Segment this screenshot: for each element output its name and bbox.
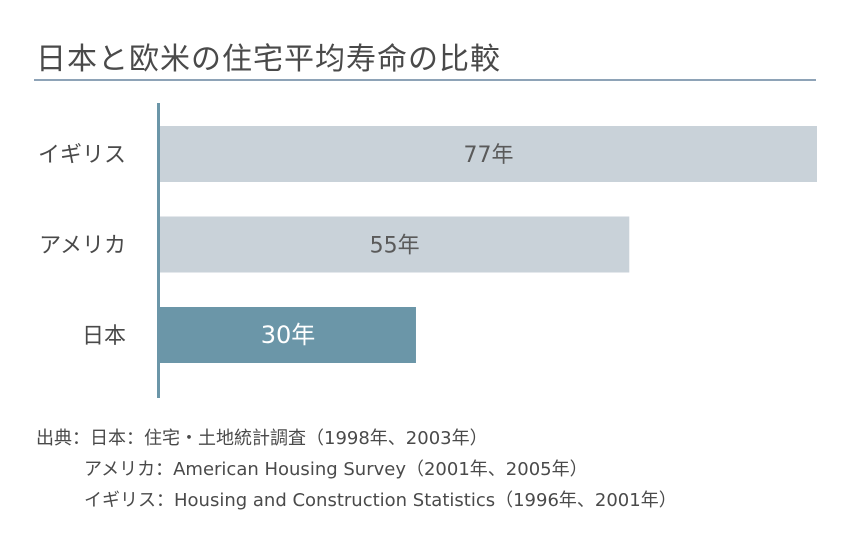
source-line-japan: 出典：日本：住宅・土地統計調査（1998年、2003年）: [36, 428, 488, 449]
bar-value-label-2: 30年: [261, 321, 316, 349]
source-line-uk: イギリス：Housing and Construction Statistics…: [84, 490, 677, 511]
bar-value-label-1: 55年: [370, 234, 420, 259]
source-line-usa: アメリカ：American Housing Survey（2001年、2005年…: [84, 459, 588, 480]
y-axis-line: [157, 103, 160, 398]
category-label-2: 日本: [82, 324, 126, 349]
category-label-0: イギリス: [38, 143, 126, 168]
bar-1: [160, 216, 630, 273]
title-underline: [34, 79, 816, 81]
bar-2: [160, 307, 416, 363]
bar-value-label-0: 77年: [464, 143, 514, 168]
bar-0: [160, 126, 817, 182]
category-label-1: アメリカ: [39, 234, 126, 259]
chart-title: 日本と欧米の住宅平均寿命の比較: [36, 42, 501, 77]
